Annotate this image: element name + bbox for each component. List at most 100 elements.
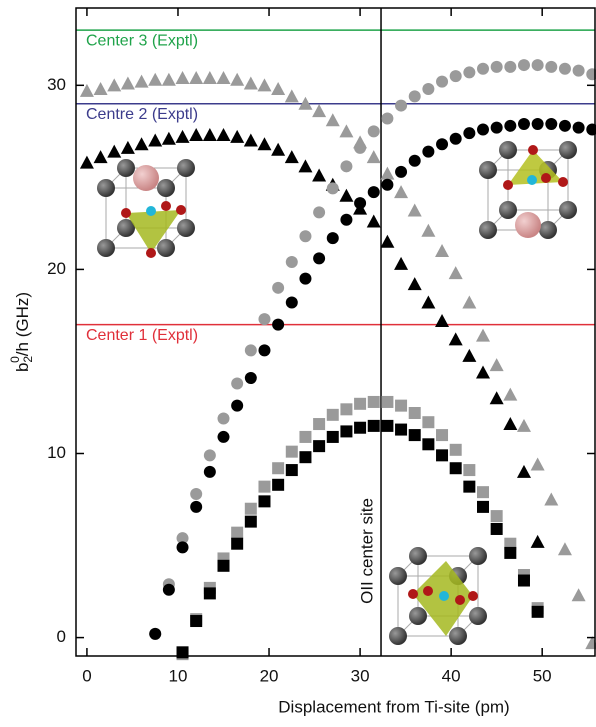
- point: [231, 378, 243, 390]
- point: [449, 266, 463, 279]
- point: [477, 63, 489, 75]
- y-tick-label: 10: [47, 443, 66, 462]
- point: [380, 235, 394, 248]
- point: [409, 155, 421, 167]
- reference-label: Center 1 (Exptl): [86, 327, 198, 344]
- point: [312, 169, 326, 182]
- point: [380, 167, 394, 180]
- point: [230, 130, 244, 143]
- point: [340, 403, 352, 415]
- point: [326, 113, 340, 126]
- point: [204, 587, 216, 599]
- point: [203, 128, 217, 141]
- point: [231, 538, 243, 550]
- point: [368, 420, 380, 432]
- x-tick-label: 40: [442, 666, 461, 685]
- point: [545, 118, 557, 130]
- point: [408, 277, 422, 290]
- point: [327, 232, 339, 244]
- point: [422, 146, 434, 158]
- x-tick-label: 0: [82, 666, 91, 685]
- point: [285, 150, 299, 163]
- point: [368, 186, 380, 198]
- point: [558, 542, 572, 555]
- point: [517, 465, 531, 478]
- point: [149, 628, 161, 640]
- point: [503, 388, 517, 401]
- point: [313, 440, 325, 452]
- point: [532, 59, 544, 71]
- point: [339, 189, 353, 202]
- point: [504, 547, 516, 559]
- point: [94, 82, 108, 95]
- point: [299, 431, 311, 443]
- point: [299, 230, 311, 242]
- point: [340, 425, 352, 437]
- point: [436, 76, 448, 88]
- point: [327, 431, 339, 443]
- point: [463, 127, 475, 139]
- point: [218, 431, 230, 443]
- point: [395, 400, 407, 412]
- point: [231, 400, 243, 412]
- x-tick-label: 50: [533, 666, 552, 685]
- point: [463, 481, 475, 493]
- point: [435, 244, 449, 257]
- point: [218, 560, 230, 572]
- point: [531, 458, 545, 471]
- point: [450, 70, 462, 82]
- point: [395, 166, 407, 178]
- point: [368, 396, 380, 408]
- point: [490, 358, 504, 371]
- point: [313, 206, 325, 218]
- point: [409, 429, 421, 441]
- point: [531, 535, 545, 548]
- point: [272, 479, 284, 491]
- point: [491, 61, 503, 73]
- point: [298, 159, 312, 172]
- point: [573, 65, 585, 77]
- point: [177, 541, 189, 553]
- point: [477, 124, 489, 136]
- point: [476, 366, 490, 379]
- point: [436, 429, 448, 441]
- point: [258, 313, 270, 325]
- point: [367, 150, 381, 163]
- point: [476, 329, 490, 342]
- point: [148, 73, 162, 86]
- point: [395, 100, 407, 112]
- point: [286, 446, 298, 458]
- point: [313, 252, 325, 264]
- point: [450, 133, 462, 145]
- point: [422, 416, 434, 428]
- point: [572, 588, 586, 601]
- point: [340, 160, 352, 172]
- point: [408, 204, 422, 217]
- point: [245, 344, 257, 356]
- point: [339, 124, 353, 137]
- point: [258, 495, 270, 507]
- point: [245, 372, 257, 384]
- point: [450, 462, 462, 474]
- point: [163, 584, 175, 596]
- inset-left: [97, 159, 195, 258]
- point: [204, 449, 216, 461]
- y-tick-label: 20: [47, 259, 66, 278]
- reference-label: Centre 2 (Exptl): [86, 106, 198, 123]
- point: [258, 344, 270, 356]
- point: [422, 83, 434, 95]
- point: [257, 137, 271, 150]
- point: [559, 120, 571, 132]
- point: [190, 501, 202, 513]
- point: [286, 297, 298, 309]
- y-label-rest: /h (GHz): [13, 292, 32, 356]
- point: [217, 71, 231, 84]
- point: [354, 422, 366, 434]
- point: [299, 273, 311, 285]
- point: [203, 71, 217, 84]
- point: [462, 349, 476, 362]
- point: [313, 418, 325, 430]
- vertical-line-label: OII center site: [358, 498, 377, 604]
- point: [532, 606, 544, 618]
- point: [189, 71, 203, 84]
